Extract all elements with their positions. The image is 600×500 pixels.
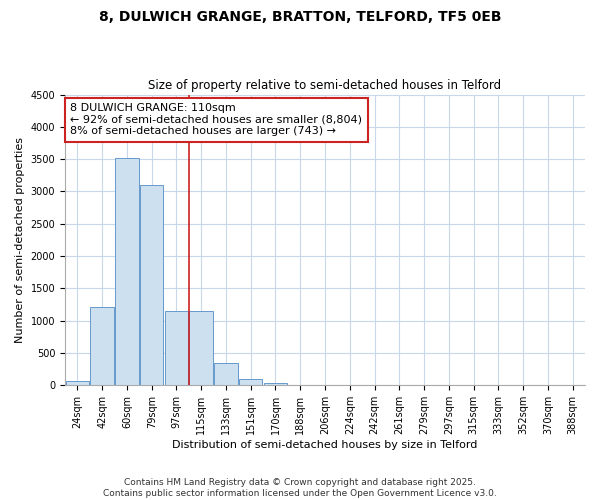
Bar (91, 306, 114, 386)
Bar (140, 185, 163, 386)
Bar (115, 158, 139, 386)
Text: 8, DULWICH GRANGE, BRATTON, TELFORD, TF5 0EB: 8, DULWICH GRANGE, BRATTON, TELFORD, TF5… (99, 10, 501, 24)
Bar (214, 362, 238, 386)
Bar (190, 311, 213, 386)
Bar (239, 379, 262, 386)
Text: 8 DULWICH GRANGE: 110sqm
← 92% of semi-detached houses are smaller (8,804)
8% of: 8 DULWICH GRANGE: 110sqm ← 92% of semi-d… (70, 104, 362, 136)
Bar (164, 311, 188, 386)
Bar (264, 384, 287, 386)
X-axis label: Distribution of semi-detached houses by size in Telford: Distribution of semi-detached houses by … (172, 440, 478, 450)
Bar (65, 380, 89, 386)
Text: Contains HM Land Registry data © Crown copyright and database right 2025.
Contai: Contains HM Land Registry data © Crown c… (103, 478, 497, 498)
Y-axis label: Number of semi-detached properties: Number of semi-detached properties (15, 137, 25, 343)
Title: Size of property relative to semi-detached houses in Telford: Size of property relative to semi-detach… (148, 79, 502, 92)
